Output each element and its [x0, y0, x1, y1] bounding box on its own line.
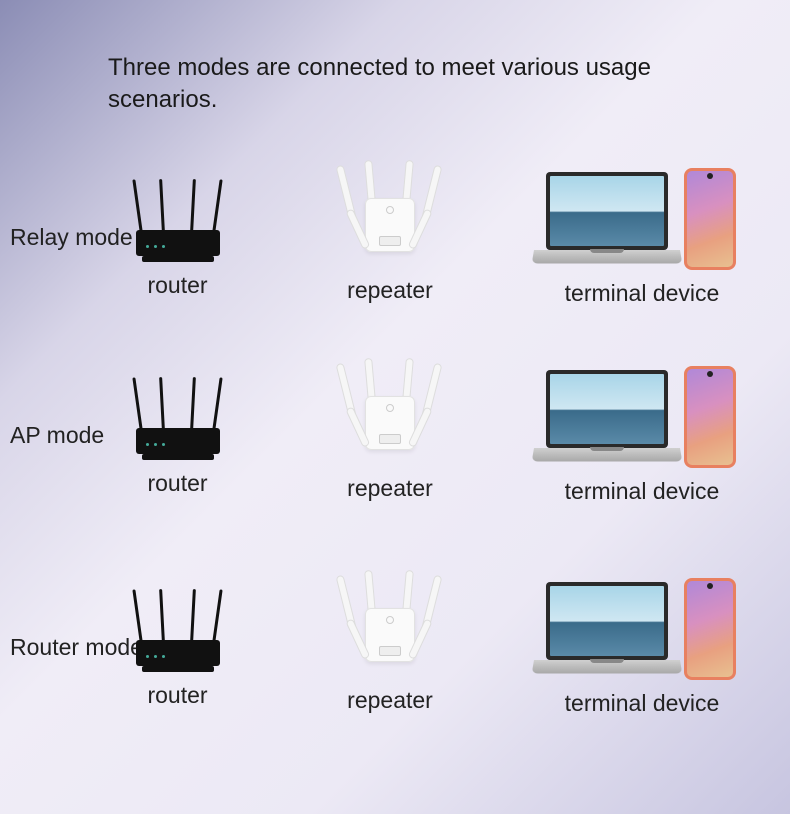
device-caption: repeater: [320, 277, 460, 304]
device-caption: router: [100, 682, 255, 709]
repeater-icon: [335, 166, 445, 271]
device-column-terminal: terminal device: [522, 576, 762, 717]
terminal-icon: [532, 166, 752, 274]
device-caption: router: [100, 470, 255, 497]
terminal-icon: [532, 364, 752, 472]
device-caption: router: [100, 272, 255, 299]
mode-label: AP mode: [10, 422, 104, 449]
device-column-terminal: terminal device: [522, 166, 762, 307]
device-column-repeater: repeater: [320, 166, 460, 304]
device-caption: terminal device: [522, 690, 762, 717]
router-icon: [118, 364, 238, 464]
mode-row: Router mode router repeater terminal dev…: [0, 576, 790, 736]
device-caption: repeater: [320, 475, 460, 502]
device-caption: terminal device: [522, 478, 762, 505]
device-column-router: router: [100, 166, 255, 299]
device-caption: repeater: [320, 687, 460, 714]
device-column-router: router: [100, 364, 255, 497]
router-icon: [118, 166, 238, 266]
device-caption: terminal device: [522, 280, 762, 307]
router-icon: [118, 576, 238, 676]
device-column-terminal: terminal device: [522, 364, 762, 505]
repeater-icon: [335, 364, 445, 469]
mode-row: AP mode router repeater terminal device: [0, 364, 790, 524]
page-title: Three modes are connected to meet variou…: [108, 52, 668, 117]
mode-row: Relay mode router repeater terminal devi…: [0, 166, 790, 326]
device-column-repeater: repeater: [320, 576, 460, 714]
terminal-icon: [532, 576, 752, 684]
repeater-icon: [335, 576, 445, 681]
device-column-repeater: repeater: [320, 364, 460, 502]
device-column-router: router: [100, 576, 255, 709]
